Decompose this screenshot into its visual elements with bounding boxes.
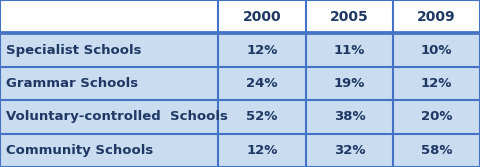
Text: 38%: 38% — [334, 110, 365, 123]
Text: Voluntary-controlled  Schools: Voluntary-controlled Schools — [6, 110, 228, 123]
Text: 19%: 19% — [334, 77, 365, 90]
Text: 24%: 24% — [246, 77, 278, 90]
Bar — [0, 33, 480, 67]
Bar — [0, 0, 480, 33]
Bar — [0, 100, 480, 134]
Text: 12%: 12% — [246, 44, 278, 57]
Text: 2009: 2009 — [417, 10, 456, 24]
Text: 20%: 20% — [421, 110, 452, 123]
Text: 12%: 12% — [421, 77, 452, 90]
Text: 2000: 2000 — [243, 10, 281, 24]
Text: 11%: 11% — [334, 44, 365, 57]
Text: Specialist Schools: Specialist Schools — [6, 44, 141, 57]
Text: 12%: 12% — [246, 144, 278, 157]
Text: 2005: 2005 — [330, 10, 369, 24]
Bar — [0, 67, 480, 100]
Text: 58%: 58% — [421, 144, 452, 157]
Text: Community Schools: Community Schools — [6, 144, 153, 157]
Text: Grammar Schools: Grammar Schools — [6, 77, 138, 90]
Text: 32%: 32% — [334, 144, 365, 157]
Text: 52%: 52% — [246, 110, 278, 123]
Bar — [0, 134, 480, 167]
Text: 10%: 10% — [421, 44, 452, 57]
